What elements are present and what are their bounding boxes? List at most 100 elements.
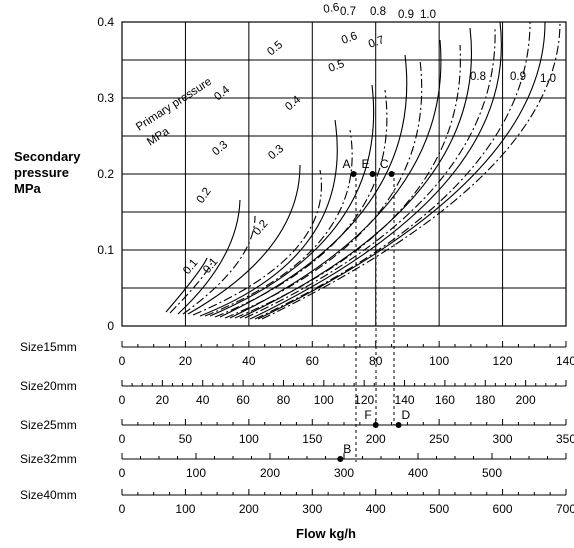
size-scale-label: 120 bbox=[493, 354, 513, 368]
y-tick-label: 0.1 bbox=[97, 243, 114, 257]
y-axis-title-line: pressure bbox=[14, 165, 69, 180]
pressure-curve bbox=[254, 21, 531, 320]
pressure-curve bbox=[182, 215, 256, 315]
size-scale-name: Size32mm bbox=[20, 452, 77, 466]
y-tick-label: 0.2 bbox=[97, 167, 114, 181]
curve-label: 0.4 bbox=[212, 83, 232, 103]
curve-label: 1.0 bbox=[540, 73, 556, 85]
size-scale-name: Size40mm bbox=[20, 488, 77, 502]
size-scale-label: 100 bbox=[239, 432, 259, 446]
size-scale-label: 500 bbox=[482, 466, 502, 480]
curve-label: 0.8 bbox=[470, 71, 486, 83]
pressure-curve bbox=[204, 129, 353, 317]
curve-label: 0.3 bbox=[266, 143, 286, 162]
size-scale-label: 100 bbox=[314, 393, 334, 407]
pressure-curve bbox=[219, 54, 408, 318]
curve-label: 0.7 bbox=[367, 34, 386, 51]
size-scale-name: Size15mm bbox=[20, 340, 77, 354]
size-scale-label: 0 bbox=[119, 502, 126, 516]
size-scale-label: 0 bbox=[119, 393, 126, 407]
pressure-curve bbox=[234, 44, 461, 319]
point-marker bbox=[369, 171, 376, 177]
curve-label: 1.0 bbox=[420, 9, 436, 21]
pressure-curve bbox=[224, 59, 423, 319]
scale-point-label: D bbox=[402, 408, 411, 422]
size-scale-label: 200 bbox=[516, 393, 536, 407]
pressure-curve bbox=[209, 84, 375, 317]
pressure-curve bbox=[244, 27, 496, 319]
curve-label: 0.5 bbox=[265, 39, 285, 58]
size-scale-label: 100 bbox=[186, 466, 206, 480]
size-scale-label: 0 bbox=[119, 466, 126, 480]
point-label: C bbox=[380, 157, 389, 171]
y-tick-label: 0.3 bbox=[97, 91, 114, 105]
size-scale-label: 80 bbox=[277, 393, 291, 407]
scale-point-marker bbox=[372, 422, 379, 428]
size-scale-label: 20 bbox=[179, 354, 193, 368]
size-scale-label: 350 bbox=[556, 432, 574, 446]
x-axis-title: Flow kg/h bbox=[296, 526, 356, 541]
size-scale-label: 50 bbox=[179, 432, 193, 446]
size-scale-label: 0 bbox=[119, 354, 126, 368]
size-scale-label: 180 bbox=[475, 393, 495, 407]
point-label: E bbox=[362, 157, 370, 171]
size-scale-name: Size20mm bbox=[20, 379, 77, 393]
size-scale-label: 140 bbox=[395, 393, 415, 407]
curve-label: 0.6 bbox=[340, 30, 359, 47]
pressure-curve bbox=[239, 27, 472, 319]
point-marker bbox=[388, 171, 395, 177]
plot-frame bbox=[121, 21, 567, 327]
curve-label: 0.1 bbox=[201, 256, 220, 276]
size-scale-name: Size25mm bbox=[20, 418, 77, 432]
curve-label: 0.2 bbox=[251, 218, 270, 238]
pressure-curve bbox=[177, 199, 241, 315]
pressure-curve bbox=[257, 21, 546, 320]
size-scale-label: 60 bbox=[306, 354, 320, 368]
y-tick-label: 0.4 bbox=[97, 15, 114, 29]
scale-point-marker bbox=[395, 422, 402, 428]
curve-label: 0.2 bbox=[195, 186, 214, 206]
size-scale-label: 400 bbox=[408, 466, 428, 480]
size-scale-label: 500 bbox=[429, 502, 449, 516]
size-scale-label: 0 bbox=[119, 432, 126, 446]
size-scale-label: 140 bbox=[556, 354, 574, 368]
pressure-curve bbox=[187, 164, 301, 315]
size-scale-label: 250 bbox=[429, 432, 449, 446]
curve-label: 0.8 bbox=[370, 6, 386, 18]
size-scale-label: 300 bbox=[302, 502, 322, 516]
point-label: A bbox=[342, 157, 350, 171]
size-scale-label: 200 bbox=[239, 502, 259, 516]
curve-label: 0.4 bbox=[283, 93, 303, 113]
pressure-curve bbox=[192, 169, 322, 316]
size-scale-label: 200 bbox=[366, 432, 386, 446]
curve-label: 0.5 bbox=[327, 58, 346, 75]
size-scale-label: 700 bbox=[556, 502, 574, 516]
size-scale-label: 100 bbox=[429, 354, 449, 368]
curve-label: 0.9 bbox=[510, 71, 526, 83]
size-scale-label: 60 bbox=[236, 393, 250, 407]
size-scale-label: 40 bbox=[242, 354, 256, 368]
curve-label: 0.7 bbox=[340, 6, 356, 18]
curve-label: 0.3 bbox=[210, 139, 230, 158]
curve-label: 0.1 bbox=[181, 257, 200, 277]
size-scale-label: 400 bbox=[366, 502, 386, 516]
curve-label: 0.6 bbox=[322, 1, 340, 16]
scale-point-label: F bbox=[364, 408, 371, 422]
y-axis-title-line: Secondary bbox=[14, 149, 81, 164]
size-scale-label: 160 bbox=[435, 393, 455, 407]
pressure-curve bbox=[261, 21, 561, 320]
pressure-curve bbox=[214, 89, 388, 318]
size-scale-label: 150 bbox=[302, 432, 322, 446]
y-axis-title-unit: MPa bbox=[14, 181, 42, 196]
y-tick-label: 0 bbox=[107, 319, 114, 333]
size-scale-label: 300 bbox=[493, 432, 513, 446]
size-scale-label: 40 bbox=[196, 393, 210, 407]
pressure-curve bbox=[169, 261, 213, 314]
primary-pressure-label: Primary pressure bbox=[134, 76, 214, 134]
pressure-curve bbox=[249, 21, 502, 320]
size-scale-label: 300 bbox=[334, 466, 354, 480]
pressure-curve bbox=[229, 39, 442, 319]
curve-label: 0.9 bbox=[398, 9, 414, 21]
size-scale-label: 120 bbox=[354, 393, 374, 407]
